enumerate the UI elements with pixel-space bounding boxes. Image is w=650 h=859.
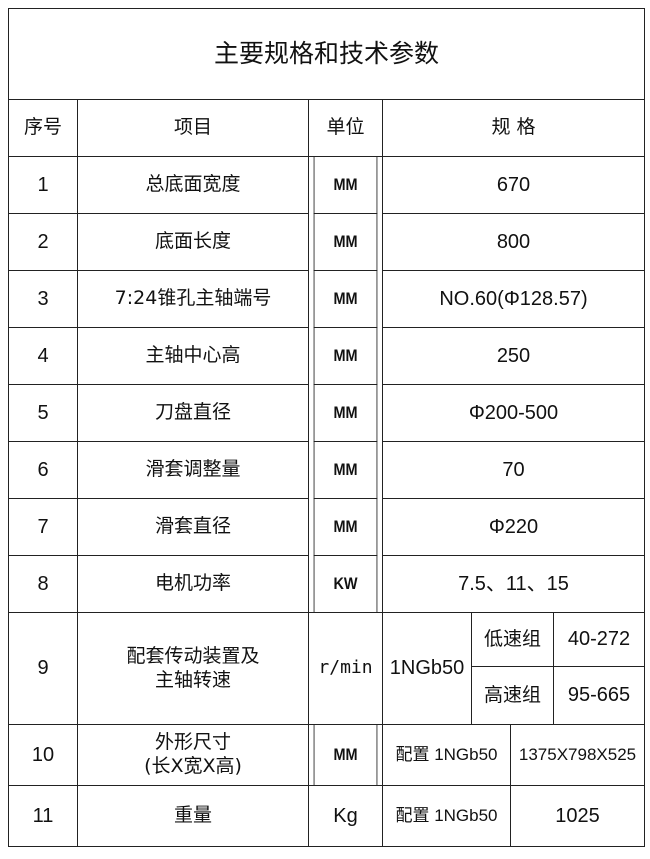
row10-no: 10: [8, 724, 78, 786]
row-spec: 800: [382, 213, 645, 271]
row11-unit: Kg: [308, 785, 383, 847]
row-spec: Φ200-500: [382, 384, 645, 442]
row10-config: 配置 1NGb50: [382, 724, 511, 786]
row-no: 4: [8, 327, 78, 385]
row9-low-value: 40-272: [553, 612, 645, 667]
row9-item: 配套传动装置及 主轴转速: [77, 612, 309, 725]
row-no: 1: [8, 156, 78, 214]
row-no: 6: [8, 441, 78, 499]
row-unit: MM: [313, 156, 378, 214]
row10-item-line2: (长X宽X高): [144, 755, 242, 777]
row9-model: 1NGb50: [382, 612, 472, 725]
row-no: 7: [8, 498, 78, 556]
row-item: 主轴中心高: [77, 327, 309, 385]
row9-item-line2: 主轴转速: [154, 668, 231, 691]
header-no: 序号: [8, 99, 78, 157]
row-item: 总底面宽度: [77, 156, 309, 214]
row-unit: MM: [313, 270, 378, 328]
row-unit: MM: [313, 327, 378, 385]
row9-high-label: 高速组: [471, 666, 554, 725]
row9-no: 9: [8, 612, 78, 725]
row-spec: 7.5、11、15: [382, 555, 645, 613]
row9-low-label: 低速组: [471, 612, 554, 667]
row-unit: MM: [313, 498, 378, 556]
row-no: 8: [8, 555, 78, 613]
row-unit: MM: [313, 384, 378, 442]
row-spec: Φ220: [382, 498, 645, 556]
row11-config: 配置 1NGb50: [382, 785, 511, 847]
header-unit: 单位: [308, 99, 383, 157]
table-title: 主要规格和技术参数: [8, 8, 645, 100]
row-no: 2: [8, 213, 78, 271]
row-spec: 70: [382, 441, 645, 499]
row10-unit: MM: [313, 724, 378, 786]
row11-item: 重量: [77, 785, 309, 847]
row-spec: 250: [382, 327, 645, 385]
row-no: 5: [8, 384, 78, 442]
row-item: 滑套调整量: [77, 441, 309, 499]
row-item: 刀盘直径: [77, 384, 309, 442]
row-item: 7:24锥孔主轴端号: [77, 270, 309, 328]
row-unit: MM: [313, 213, 378, 271]
row11-value: 1025: [510, 785, 645, 847]
row11-no: 11: [8, 785, 78, 847]
row-item: 底面长度: [77, 213, 309, 271]
row-unit: MM: [313, 441, 378, 499]
row-no: 3: [8, 270, 78, 328]
row9-high-value: 95-665: [553, 666, 645, 725]
row9-unit: r/min: [308, 612, 383, 725]
row10-value: 1375X798X525: [510, 724, 645, 786]
row-item: 滑套直径: [77, 498, 309, 556]
row-spec: 670: [382, 156, 645, 214]
row-item: 电机功率: [77, 555, 309, 613]
header-spec: 规 格: [382, 99, 645, 157]
header-item: 项目: [77, 99, 309, 157]
row10-item-line1: 外形尺寸: [154, 731, 231, 754]
row10-item: 外形尺寸 (长X宽X高): [77, 724, 309, 786]
row9-item-line1: 配套传动装置及: [126, 644, 260, 667]
row-unit: KW: [313, 555, 378, 613]
row-spec: NO.60(Φ128.57): [382, 270, 645, 328]
